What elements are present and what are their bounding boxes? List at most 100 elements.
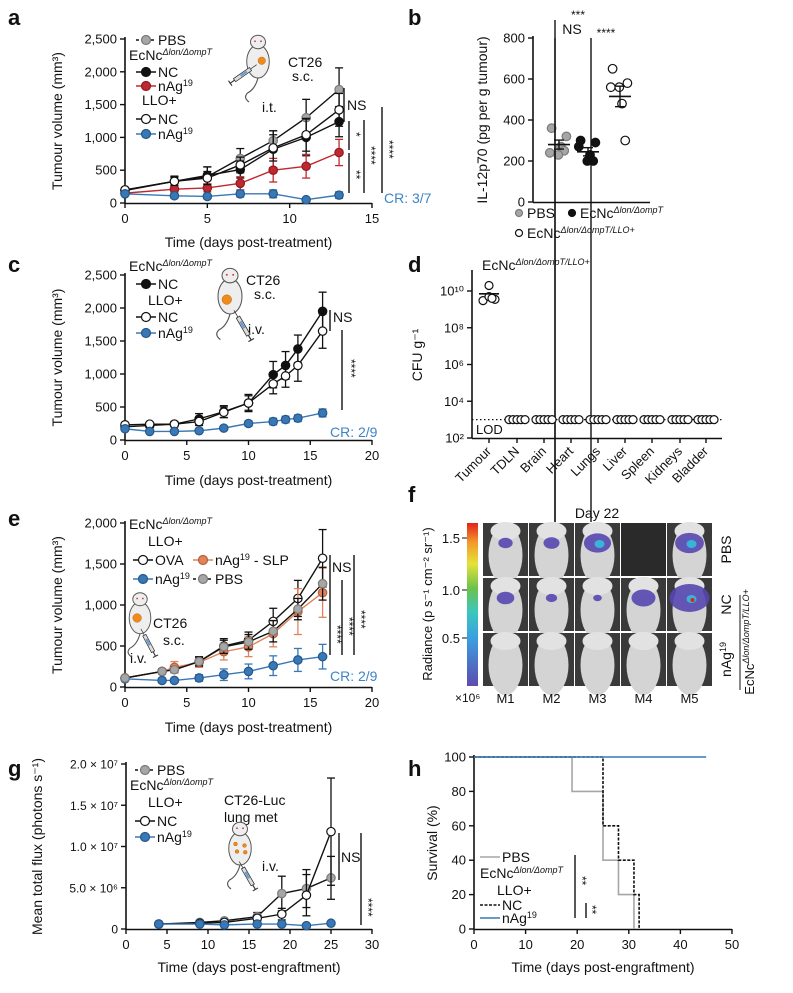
image-title: Day 22 — [575, 505, 620, 521]
data-point — [620, 135, 631, 146]
significance-label: **** — [361, 898, 375, 917]
legend-item: NC — [135, 813, 177, 829]
data-point — [280, 414, 291, 425]
significance-label: **** — [597, 26, 616, 40]
y-tick-label: 2,500 — [84, 268, 117, 283]
category-group: Lungs — [567, 415, 611, 479]
data-point — [197, 573, 209, 585]
tumour-spot — [234, 849, 240, 854]
complete-response-label: CR: 2/9 — [330, 424, 378, 440]
legend-label: nAg19 — [155, 571, 190, 587]
data-point — [140, 34, 152, 46]
mouse-image — [575, 632, 620, 695]
x-tick-label: TDLN — [488, 444, 523, 479]
y-tick-label: 1,000 — [84, 598, 117, 613]
legend-group-label: EcNcΔlon/ΔompT — [129, 258, 214, 274]
data-point — [334, 190, 344, 200]
annotation-label: i.v. — [130, 650, 147, 666]
colorbar-tick-label: 1.0 — [442, 583, 460, 598]
text-part: nAg — [158, 78, 183, 94]
row-label: PBS — [718, 535, 734, 563]
panel-letter: h — [408, 756, 421, 781]
bioluminescence-signal — [631, 589, 656, 607]
x-axis-label: Time (days post-treatment) — [165, 719, 333, 735]
data-point — [301, 161, 311, 172]
x-tick-label: 0 — [121, 211, 128, 226]
data-point — [169, 675, 180, 686]
y-tick-label: 500 — [95, 639, 117, 654]
syringe-plunger — [152, 654, 159, 659]
data-point — [140, 278, 152, 290]
data-point — [293, 413, 303, 424]
panel-letter: f — [408, 482, 416, 507]
legend-label: nAg19 — [502, 910, 537, 926]
syringe-icon — [228, 64, 257, 86]
mouse-head-image — [536, 577, 567, 595]
data-point — [317, 578, 328, 589]
mouse-tail — [216, 313, 231, 341]
mouse-image — [621, 523, 666, 576]
significance-label: ** — [349, 170, 363, 180]
x-tick-label: 5 — [183, 695, 190, 710]
mouse-tail — [227, 864, 241, 890]
legend-item: NC — [136, 64, 178, 80]
text-part: nAg — [157, 829, 182, 845]
mouse-head-image — [674, 632, 705, 650]
legend-label: nAg19 — [158, 126, 193, 142]
mouse-eye — [242, 827, 244, 830]
mouse-head-image — [536, 632, 567, 650]
syringe-plunger — [152, 651, 156, 657]
annotation-label: CT26 — [153, 615, 187, 631]
mouse-image — [529, 632, 574, 695]
data-point — [709, 415, 719, 425]
data-point — [120, 423, 130, 434]
legend-label: NC — [158, 309, 178, 325]
mouse-image — [483, 577, 528, 640]
data-point — [334, 147, 344, 158]
tumour-spot — [243, 850, 248, 855]
data-point — [169, 664, 180, 675]
data-point — [514, 208, 524, 218]
data-point — [120, 673, 130, 683]
data-point — [573, 141, 584, 152]
text-part: PBS — [502, 849, 530, 865]
syringe-plunger — [252, 884, 256, 890]
data-point — [334, 105, 344, 115]
x-tick-label: 20 — [365, 448, 379, 463]
text-part: EcNc — [742, 663, 757, 695]
text-part: LLO+ — [142, 92, 177, 108]
legend-item: NC — [136, 276, 178, 292]
y-tick-label: 100 — [444, 750, 466, 765]
legend-item: nAg19 — [136, 78, 193, 94]
x-axis-label: Time (days post-treatment) — [165, 472, 333, 488]
colorbar-tick-label: 0.5 — [442, 631, 460, 646]
mouse-body — [228, 831, 252, 866]
data-point — [301, 890, 312, 900]
legend-group-label: EcNcΔlon/ΔompT — [130, 777, 215, 793]
y-tick-label: 1,000 — [84, 130, 117, 145]
panel-letter: d — [408, 252, 421, 277]
data-point — [235, 178, 246, 189]
syringe-needle — [140, 628, 145, 636]
series — [120, 189, 344, 205]
legend-label: PBS — [502, 849, 530, 865]
x-tick-label: 10 — [201, 937, 215, 952]
legend-item: nAg19 — [135, 829, 192, 845]
mouse-image — [575, 522, 620, 585]
significance-label: **** — [344, 359, 358, 378]
syringe-fluid — [239, 320, 246, 329]
data-point — [293, 360, 303, 371]
data-point — [276, 909, 287, 919]
mouse-head-image — [582, 632, 613, 650]
y-tick-label: 10⁴ — [444, 394, 464, 409]
text-part: LLO+ — [148, 533, 183, 549]
x-tick-label: 15 — [242, 937, 256, 952]
data-point — [157, 666, 167, 677]
y-tick-label: 0 — [110, 433, 117, 448]
data-point — [219, 669, 229, 680]
panel-e-plot — [120, 528, 328, 686]
